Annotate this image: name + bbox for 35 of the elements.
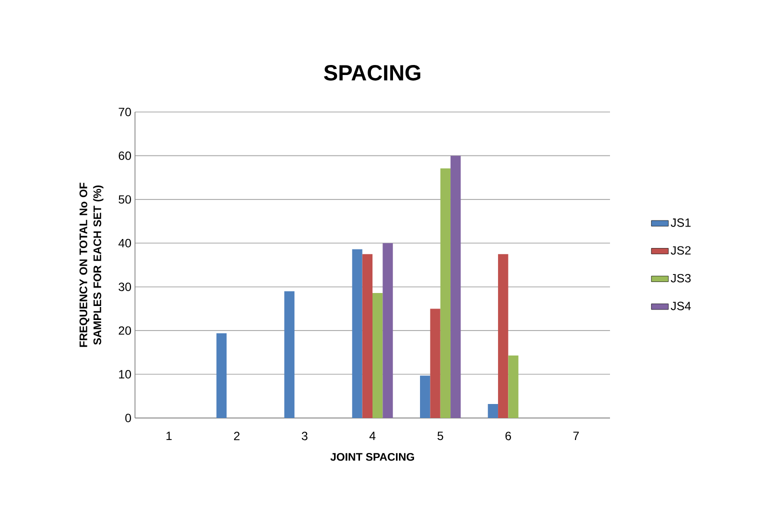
bar [450, 156, 461, 418]
y-tick-label: 10 [119, 370, 132, 379]
chart-title: SPACING [324, 65, 420, 81]
bar [420, 376, 430, 418]
bar [508, 355, 518, 418]
bar [440, 168, 451, 418]
legend-label: JS4 [670, 302, 691, 310]
bar [498, 254, 508, 418]
y-tick-label: 60 [118, 151, 132, 160]
y-axis-title: FREQUENCY ON TOTAL No OF SAMPLES FOR EACH SET (%) [80, 182, 104, 347]
bar [430, 308, 440, 418]
bar [362, 254, 372, 418]
x-tick-label: 4 [369, 432, 376, 440]
y-tick-label: 50 [118, 195, 132, 204]
bar [382, 243, 393, 418]
x-axis-title: JOINT SPACING [330, 453, 414, 461]
legend-label: JS2 [670, 246, 691, 255]
bar [488, 404, 498, 418]
bar [216, 333, 227, 418]
y-tick-label: 40 [118, 238, 132, 248]
y-tick-label: 0 [125, 414, 132, 422]
y-tick-label: 70 [118, 108, 132, 116]
x-tick-label: 2 [234, 432, 240, 440]
y-tick-label: 30 [118, 282, 132, 292]
bar [284, 291, 294, 418]
x-tick-label: 7 [573, 432, 579, 440]
x-tick-label: 5 [438, 432, 444, 440]
y-tick-label: 20 [118, 326, 132, 335]
x-tick-label: 1 [166, 432, 172, 440]
legend-label: JS1 [670, 218, 691, 227]
x-tick-label: 6 [506, 432, 512, 440]
legend-label: JS3 [670, 274, 691, 282]
bar [372, 292, 383, 418]
bar [352, 249, 362, 418]
x-tick-label: 3 [302, 432, 308, 440]
